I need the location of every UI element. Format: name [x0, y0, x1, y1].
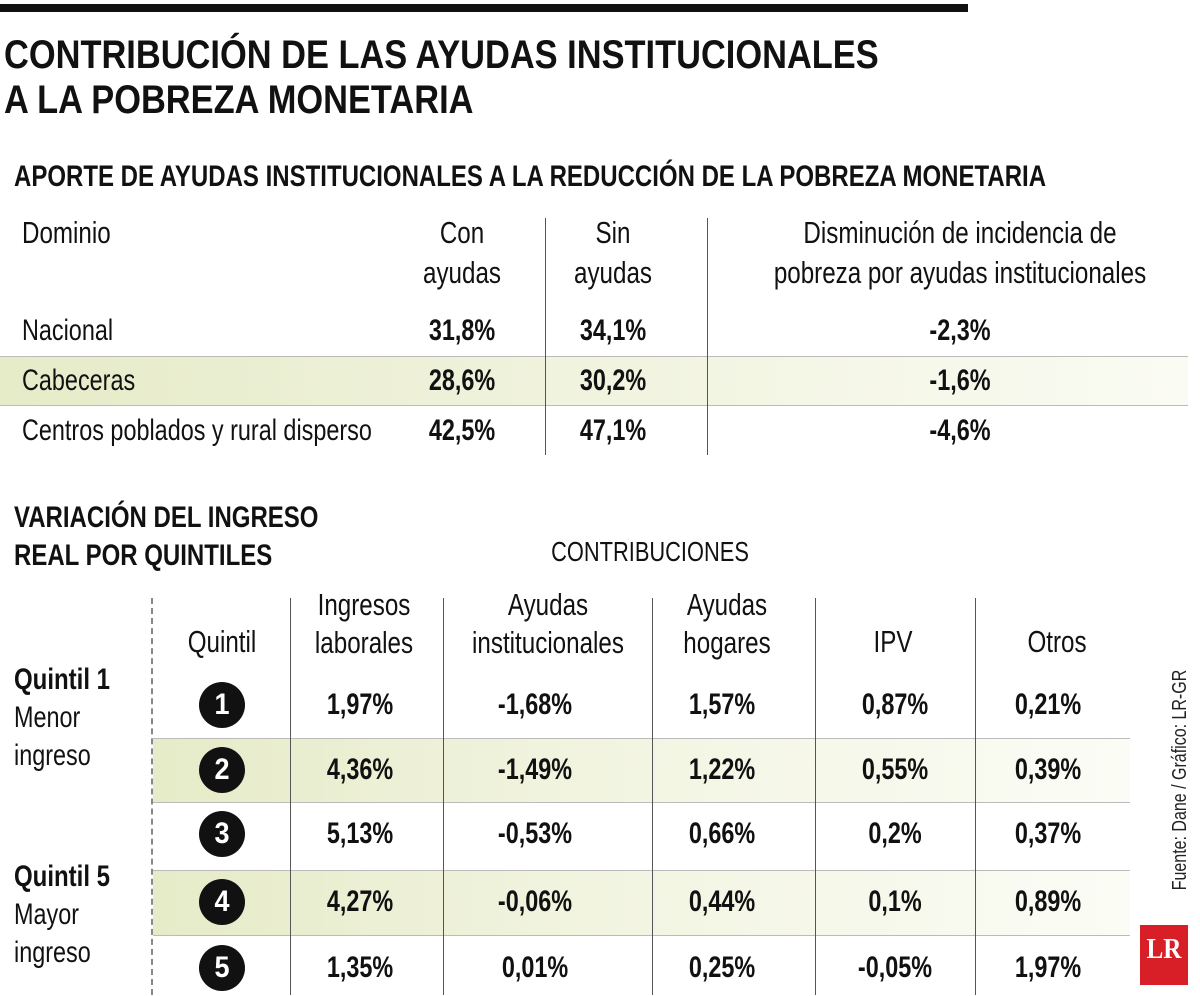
- column-header: Quintil: [187, 623, 257, 659]
- cell-value: 0,25%: [688, 951, 756, 984]
- cell-value: -1,49%: [497, 753, 573, 786]
- group-label: CONTRIBUCIONES: [551, 536, 749, 567]
- column-divider: [652, 598, 653, 995]
- cell-value: 0,2%: [868, 817, 922, 850]
- column-header: institucionales: [472, 624, 624, 660]
- cell-value: 0,87%: [861, 688, 929, 721]
- column-header: Ayudas: [686, 586, 768, 622]
- side-label: Quintil 5: [14, 860, 110, 893]
- column-header: hogares: [683, 624, 771, 660]
- cell-value: 0,44%: [688, 885, 756, 918]
- quintile-badge: [199, 945, 245, 991]
- column-header: IPV: [873, 623, 913, 659]
- column-header: Ayudas: [507, 586, 589, 622]
- row-divider: [153, 738, 1130, 739]
- row-label: Centros poblados y rural disperso: [22, 414, 372, 447]
- row-divider: [153, 935, 1130, 936]
- column-divider: [975, 598, 976, 995]
- row-divider: [0, 405, 1188, 406]
- cell-value: -1,6%: [929, 364, 991, 397]
- row-label: Cabeceras: [22, 364, 136, 397]
- cell-value: 4,36%: [326, 753, 394, 786]
- row-divider: [153, 870, 1130, 871]
- column-divider: [545, 218, 546, 455]
- row-highlight: [0, 356, 1188, 405]
- quintile-number: 2: [214, 753, 230, 786]
- section-title: REAL POR QUINTILES: [14, 539, 273, 572]
- cell-value: -0,06%: [497, 885, 573, 918]
- side-label-detail: ingreso: [14, 739, 91, 772]
- cell-value: 1,57%: [688, 688, 756, 721]
- cell-value: 0,1%: [868, 885, 922, 918]
- cell-value: 1,22%: [688, 753, 756, 786]
- cell-value: 0,39%: [1014, 753, 1082, 786]
- cell-value: 42,5%: [428, 414, 496, 447]
- main-title: A LA POBREZA MONETARIA: [4, 78, 474, 122]
- column-header: Disminución de incidencia de: [803, 214, 1117, 250]
- cell-value: -0,05%: [857, 951, 933, 984]
- cell-value: 0,01%: [501, 951, 569, 984]
- row-highlight: [153, 870, 1130, 935]
- column-header: ayudas: [423, 254, 501, 290]
- cell-value: 28,6%: [428, 364, 496, 397]
- column-header: pobreza por ayudas institucionales: [773, 254, 1147, 290]
- quintile-badge: [199, 879, 245, 925]
- cell-value: 0,89%: [1014, 885, 1082, 918]
- cell-value: 1,35%: [326, 951, 394, 984]
- logo: LR: [1146, 934, 1182, 965]
- quintile-badge: [199, 811, 245, 857]
- top-rule: [0, 4, 968, 12]
- section-title: VARIACIÓN DEL INGRESO: [14, 501, 319, 534]
- side-label-detail: Menor: [14, 701, 81, 734]
- logo-box: [1140, 925, 1188, 985]
- cell-value: 0,21%: [1014, 688, 1082, 721]
- row-divider: [153, 802, 1130, 803]
- cell-value: -2,3%: [929, 314, 991, 347]
- cell-value: 34,1%: [579, 314, 647, 347]
- source-note: Fuente: Dane / Gráfico: LR-GR: [1169, 669, 1191, 891]
- column-divider: [707, 218, 708, 455]
- cell-value: 0,55%: [861, 753, 929, 786]
- table-title: APORTE DE AYUDAS INSTITUCIONALES A LA RE…: [14, 160, 1047, 193]
- cell-value: 0,66%: [688, 817, 756, 850]
- row-label: Nacional: [22, 314, 114, 347]
- quintile-number: 4: [214, 885, 230, 918]
- column-header: Con: [439, 214, 485, 250]
- row-highlight: [153, 738, 1130, 802]
- cell-value: 0,37%: [1014, 817, 1082, 850]
- cell-value: 4,27%: [326, 885, 394, 918]
- cell-value: 1,97%: [1014, 951, 1082, 984]
- side-label: Quintil 1: [14, 663, 110, 696]
- column-header: Sin: [595, 214, 631, 250]
- column-divider: [815, 598, 816, 995]
- cell-value: -1,68%: [497, 688, 573, 721]
- column-divider: [443, 598, 444, 995]
- cell-value: 47,1%: [579, 414, 647, 447]
- cell-value: 1,97%: [326, 688, 394, 721]
- cell-value: 31,8%: [428, 314, 496, 347]
- dashed-divider: [151, 598, 153, 995]
- quintile-badge: [199, 747, 245, 793]
- main-title: CONTRIBUCIÓN DE LAS AYUDAS INSTITUCIONAL…: [4, 33, 879, 77]
- quintile-badge: [199, 682, 245, 728]
- cell-value: -4,6%: [929, 414, 991, 447]
- quintile-number: 1: [214, 688, 230, 721]
- column-header: Dominio: [22, 214, 111, 250]
- quintile-number: 3: [214, 817, 230, 850]
- column-header: laborales: [314, 624, 414, 660]
- quintile-number: 5: [214, 951, 230, 984]
- column-header: Ingresos: [317, 586, 411, 622]
- side-label-detail: Mayor: [14, 898, 80, 931]
- cell-value: 30,2%: [579, 364, 647, 397]
- cell-value: -0,53%: [497, 817, 573, 850]
- row-divider: [0, 356, 1188, 357]
- column-header: ayudas: [574, 254, 652, 290]
- side-label-detail: ingreso: [14, 936, 91, 969]
- cell-value: 5,13%: [326, 817, 394, 850]
- column-divider: [290, 598, 291, 995]
- column-header: Otros: [1027, 623, 1087, 659]
